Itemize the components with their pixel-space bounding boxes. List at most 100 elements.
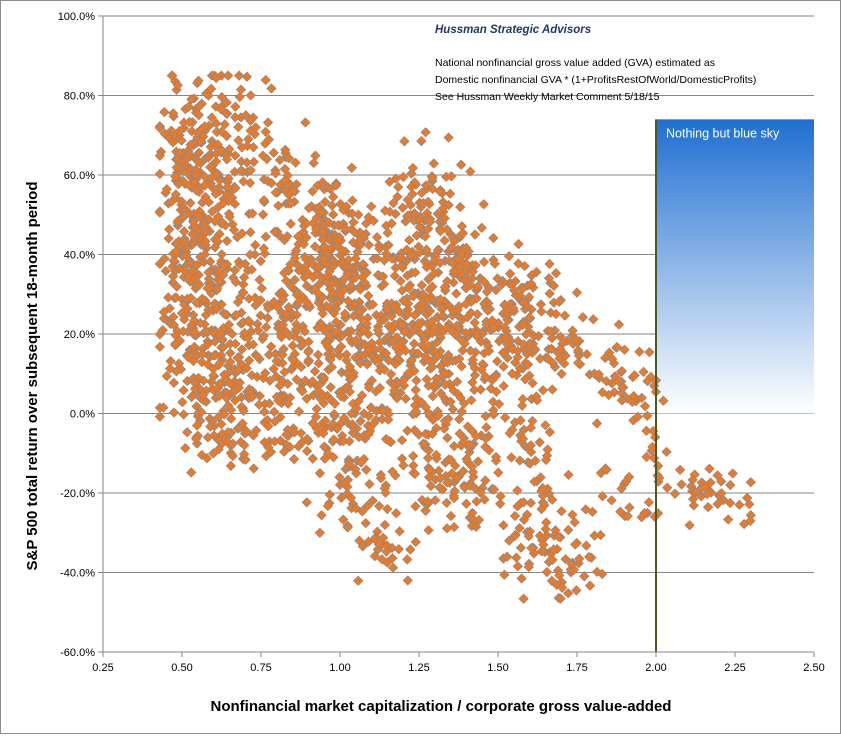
data-point <box>613 319 625 330</box>
data-point <box>332 235 343 246</box>
data-point <box>275 435 286 446</box>
data-point <box>404 234 415 246</box>
data-point <box>556 506 567 517</box>
data-point <box>317 308 328 319</box>
data-point <box>235 165 247 176</box>
data-point <box>273 200 284 211</box>
data-point <box>213 412 224 423</box>
data-point <box>507 368 518 379</box>
data-point <box>455 268 466 279</box>
data-point <box>248 142 259 153</box>
data-point <box>454 414 465 425</box>
data-point <box>194 101 205 112</box>
data-point <box>376 554 388 565</box>
blue-sky-band <box>656 119 814 414</box>
data-point <box>574 553 585 564</box>
data-point <box>261 321 272 333</box>
data-point <box>221 188 233 200</box>
data-point <box>206 112 217 123</box>
data-point <box>196 406 207 418</box>
data-point <box>511 552 522 563</box>
data-point <box>405 544 416 555</box>
data-point <box>277 294 289 305</box>
data-point <box>244 249 256 260</box>
data-point <box>441 523 453 534</box>
data-point <box>480 411 491 422</box>
data-point <box>389 270 400 282</box>
data-point <box>213 444 224 455</box>
data-point <box>377 271 389 282</box>
data-point <box>451 288 462 299</box>
data-point <box>601 464 612 475</box>
data-point <box>712 470 723 481</box>
data-point <box>191 259 203 271</box>
note-line-2: Domestic nonfinancial GVA * (1+ProfitsRe… <box>435 74 756 86</box>
data-point <box>505 268 516 279</box>
data-point <box>475 336 487 347</box>
data-point <box>479 276 490 287</box>
data-point <box>293 441 304 452</box>
y-tick-label: 20.0% <box>64 329 95 341</box>
data-point <box>216 126 227 137</box>
data-point <box>287 340 298 351</box>
data-point <box>190 170 201 181</box>
data-point <box>271 355 282 367</box>
data-point <box>246 391 258 403</box>
data-point <box>439 235 450 246</box>
data-point <box>245 125 256 136</box>
data-point <box>455 159 467 170</box>
data-point <box>421 374 432 385</box>
data-point <box>547 358 559 369</box>
data-point <box>581 349 593 360</box>
data-point <box>423 525 434 536</box>
data-point <box>350 253 361 264</box>
data-point <box>536 503 547 515</box>
data-point <box>323 217 335 228</box>
data-point <box>476 222 487 233</box>
data-point <box>627 396 638 408</box>
data-point <box>223 173 234 184</box>
data-point <box>206 376 217 387</box>
data-point <box>350 272 361 284</box>
data-point <box>480 475 491 486</box>
data-point <box>744 499 755 510</box>
data-point <box>658 395 669 406</box>
y-tick-label: 80.0% <box>64 91 95 103</box>
data-point <box>224 378 236 389</box>
data-point <box>197 348 208 360</box>
data-point <box>290 157 301 168</box>
x-tick-label: 2.25 <box>724 662 745 674</box>
data-point <box>223 400 234 411</box>
data-point <box>363 428 374 440</box>
data-point <box>226 328 238 340</box>
data-point <box>164 363 176 374</box>
data-point <box>520 329 532 340</box>
data-point <box>282 378 293 389</box>
data-point <box>350 335 362 346</box>
data-point <box>423 472 435 483</box>
data-point <box>390 358 401 370</box>
data-point <box>178 409 189 420</box>
data-point <box>722 514 734 525</box>
data-point <box>546 332 558 344</box>
data-point <box>472 309 483 320</box>
data-point <box>183 352 194 363</box>
data-point <box>216 418 227 430</box>
data-point <box>418 197 429 209</box>
data-point <box>581 540 592 551</box>
data-point <box>277 319 289 331</box>
data-point <box>288 354 299 366</box>
data-point <box>427 183 438 195</box>
data-point <box>493 467 504 478</box>
data-point <box>416 280 427 291</box>
data-point <box>199 180 210 191</box>
data-point <box>186 94 197 105</box>
data-point <box>253 325 264 336</box>
data-point <box>405 250 417 261</box>
data-point <box>227 450 238 462</box>
data-point <box>447 404 459 415</box>
data-point <box>410 267 421 278</box>
source-label: Hussman Strategic Advisors <box>435 24 591 36</box>
data-point <box>483 445 495 456</box>
data-point <box>536 485 547 497</box>
